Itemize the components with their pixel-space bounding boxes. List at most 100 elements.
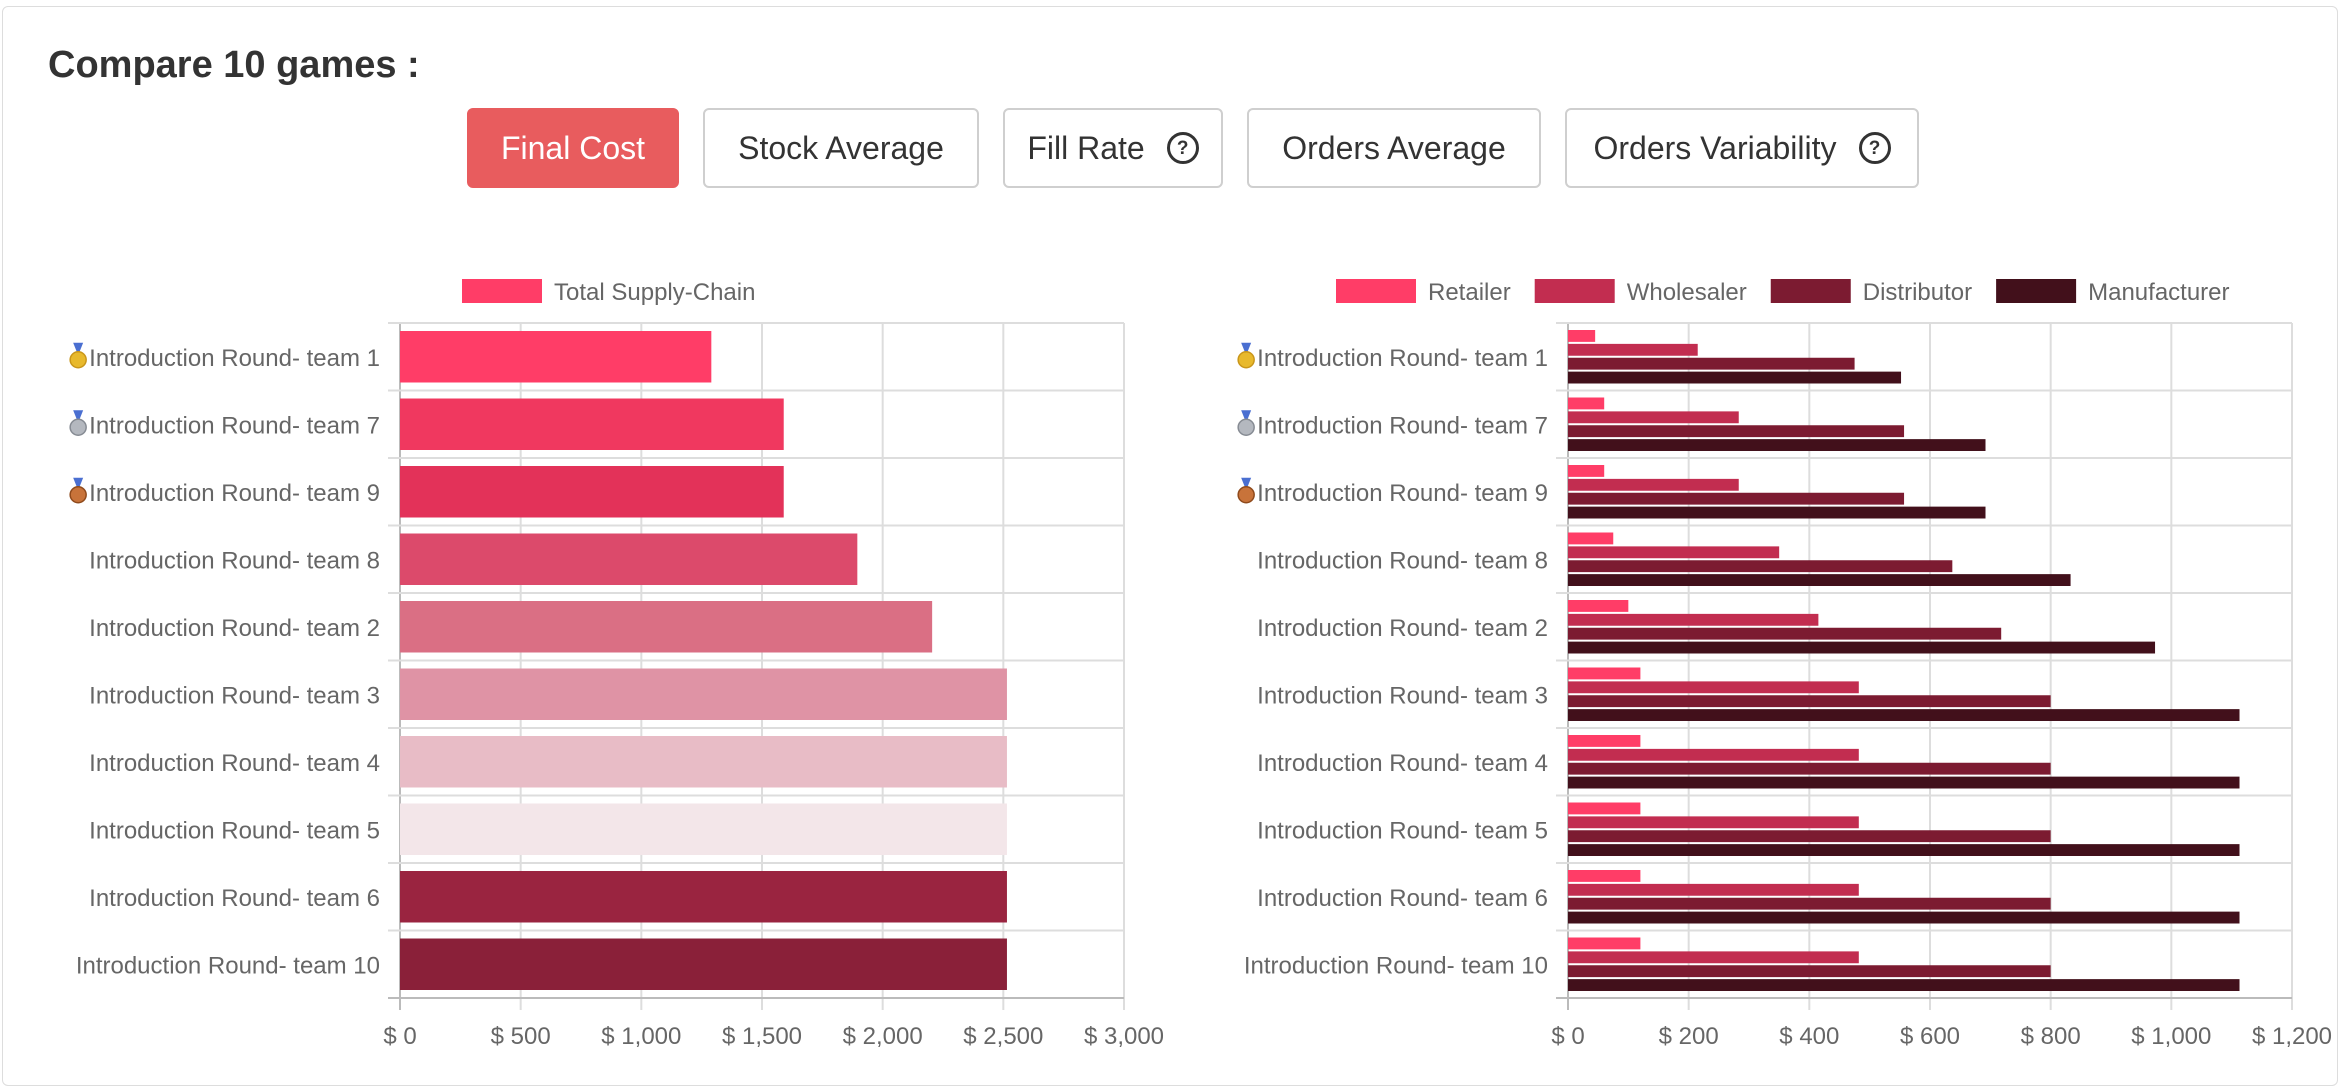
tab-orders-average[interactable]: Orders Average (1247, 108, 1541, 188)
bronze-medal-icon (1237, 486, 1255, 504)
bar-wholesaler (1568, 951, 1859, 964)
tab-orders-variability[interactable]: Orders Variability ? (1565, 108, 1919, 188)
gold-medal-ribbon (1241, 342, 1252, 353)
role-cost-chart: Retailer Wholesaler Distributor Manufacture… (1237, 279, 2332, 1050)
bar (400, 533, 858, 585)
bar-wholesaler (1568, 478, 1739, 491)
bar-manufacturer (1568, 844, 2240, 856)
bar-manufacturer (1568, 506, 1986, 519)
category-label: Introduction Round- team 10 (76, 952, 380, 979)
tab-label: Fill Rate (1027, 129, 1145, 166)
help-icon[interactable]: ? (1166, 132, 1199, 164)
category-label: Introduction Round- team 3 (89, 682, 380, 709)
x-tick-label: $ 500 (491, 1023, 551, 1050)
x-tick-label: $ 1,200 (2252, 1023, 2332, 1050)
category-label: Introduction Round- team 10 (1244, 952, 1548, 979)
bronze-medal-icon (69, 486, 87, 504)
bar-manufacturer (1568, 371, 1902, 384)
bar-manufacturer (1568, 439, 1986, 451)
legend-label: Total Supply-Chain (554, 279, 755, 306)
category-label: Introduction Round- team 8 (1257, 547, 1548, 574)
x-tick-label: $ 1,000 (601, 1023, 681, 1050)
legend-label: Distributor (1863, 279, 1972, 306)
category-label: Introduction Round- team 1 (89, 345, 380, 372)
bar-distributor (1568, 965, 2051, 978)
category-label: Introduction Round- team 2 (89, 615, 380, 642)
tab-final-cost[interactable]: Final Cost (467, 108, 679, 188)
category-label: Introduction Round- team 4 (1257, 750, 1548, 777)
bar (400, 331, 712, 383)
bar-wholesaler (1568, 411, 1739, 424)
category-label: Introduction Round- team 9 (1257, 480, 1548, 507)
bar-distributor (1568, 695, 2051, 708)
bar-wholesaler (1568, 343, 1698, 356)
x-tick-label: $ 800 (2021, 1023, 2081, 1050)
category-label: Introduction Round- team 7 (1257, 412, 1548, 439)
bar-retailer (1568, 532, 1614, 545)
bar-manufacturer (1568, 641, 2156, 654)
page-title: Compare 10 games : (48, 44, 420, 86)
category-label: Introduction Round- team 5 (1257, 817, 1548, 844)
tab-label: Orders Variability (1593, 129, 1837, 166)
x-tick-label: $ 600 (1900, 1023, 1960, 1050)
bar-wholesaler (1568, 748, 1859, 761)
bar (400, 803, 1007, 855)
bar-retailer (1568, 802, 1641, 815)
bar-retailer (1568, 667, 1641, 680)
legend-label: Wholesaler (1627, 279, 1747, 306)
x-tick-label: $ 400 (1779, 1023, 1839, 1050)
help-icon[interactable]: ? (1858, 132, 1891, 164)
bar-retailer (1568, 735, 1641, 747)
bar-distributor (1568, 830, 2051, 843)
x-tick-label: $ 0 (1551, 1023, 1584, 1050)
legend-swatch (1996, 279, 2077, 303)
bar (400, 398, 784, 450)
tab-stock-average[interactable]: Stock Average (703, 108, 979, 188)
silver-medal-icon (69, 418, 87, 436)
bar (400, 871, 1007, 923)
legend-swatch (1770, 279, 1851, 303)
category-label: Introduction Round- team 8 (89, 547, 380, 574)
metric-tabs: Final Cost Stock Average Fill Rate ? Ord… (0, 108, 2344, 188)
category-label: Introduction Round- team 6 (89, 885, 380, 912)
category-label: Introduction Round- team 6 (1257, 885, 1548, 912)
bar-distributor (1568, 627, 2002, 640)
gold-medal-icon (69, 351, 87, 369)
tab-label: Stock Average (738, 129, 944, 166)
bar (400, 668, 1007, 720)
category-label: Introduction Round- team 3 (1257, 682, 1548, 709)
x-tick-label: $ 1,500 (722, 1023, 802, 1050)
bar (400, 938, 1007, 990)
legend-label: Manufacturer (2088, 279, 2229, 306)
x-tick-label: $ 200 (1659, 1023, 1719, 1050)
bar-retailer (1568, 465, 1605, 477)
category-label: Introduction Round- team 1 (1257, 345, 1548, 372)
bar-distributor (1568, 762, 2051, 775)
legend-swatch (1534, 279, 1615, 303)
bar-manufacturer (1568, 776, 2240, 789)
tab-label: Final Cost (500, 129, 646, 166)
bar (400, 736, 1007, 788)
legend-swatch (462, 279, 542, 303)
gold-medal-ribbon (73, 342, 84, 353)
bar-distributor (1568, 560, 1953, 573)
gold-medal-icon (1237, 351, 1255, 369)
legend-label: Retailer (1428, 279, 1511, 306)
bar-distributor (1568, 897, 2051, 910)
bar-retailer (1568, 600, 1629, 612)
bar-retailer (1568, 937, 1641, 950)
bar-manufacturer (1568, 911, 2240, 924)
bar-manufacturer (1568, 709, 2240, 721)
bar-retailer (1568, 397, 1605, 410)
category-label: Introduction Round- team 5 (89, 817, 380, 844)
bar-retailer (1568, 330, 1596, 342)
bar-retailer (1568, 870, 1641, 882)
x-tick-label: $ 2,500 (963, 1023, 1043, 1050)
bar (400, 601, 933, 653)
bar-manufacturer (1568, 979, 2240, 991)
category-label: Introduction Round- team 4 (89, 750, 380, 777)
tab-fill-rate[interactable]: Fill Rate ? (1003, 108, 1223, 188)
bronze-medal-ribbon (73, 477, 84, 488)
bronze-medal-ribbon (1241, 477, 1252, 488)
bar-wholesaler (1568, 883, 1859, 896)
